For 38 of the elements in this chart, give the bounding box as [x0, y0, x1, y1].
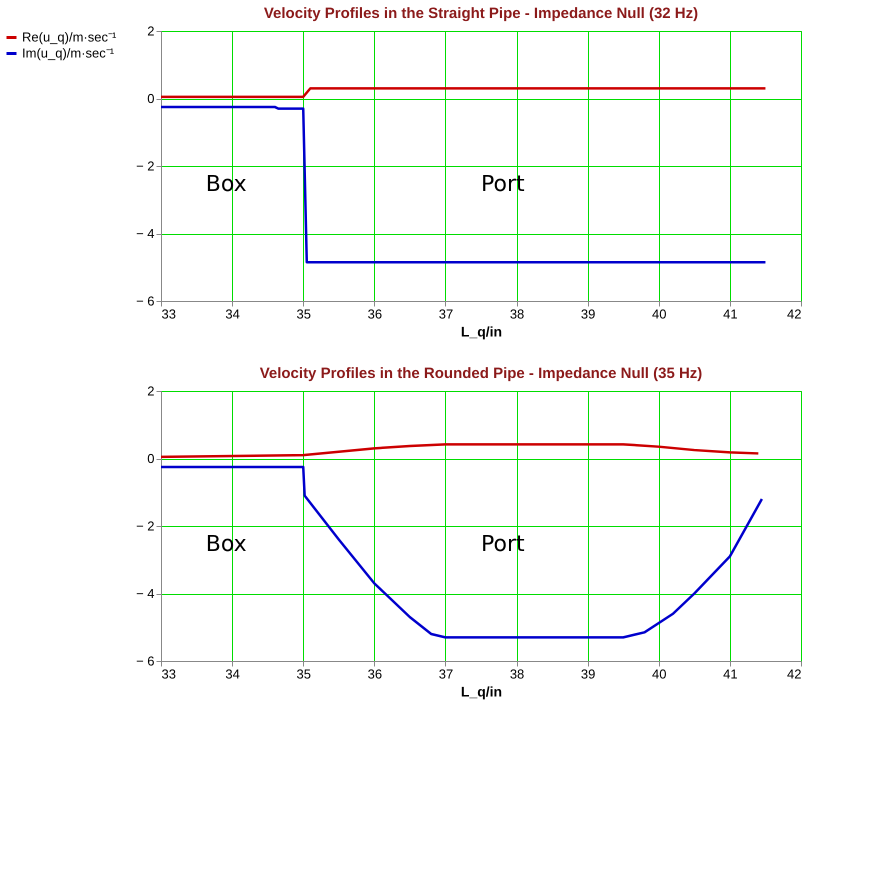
y-tick-label: 0 — [147, 451, 154, 466]
x-tick-label: 36 — [368, 306, 382, 322]
y-tick-label: − 6 — [136, 654, 154, 668]
x-tick-label: 38 — [510, 666, 524, 682]
x-tick-label: 41 — [723, 306, 738, 322]
y-tick-label: − 2 — [136, 158, 154, 174]
y-tick-label: 0 — [147, 91, 154, 106]
y-tick-label: − 4 — [136, 226, 154, 241]
y-tick-label: 2 — [147, 384, 154, 398]
x-tick-label: 40 — [652, 666, 667, 682]
x-tick-label: 34 — [225, 306, 240, 322]
x-tick-label: 36 — [368, 666, 382, 682]
x-tick-label: 35 — [296, 666, 311, 682]
x-tick-label: 41 — [723, 666, 738, 682]
x-tick-label: 33 — [162, 666, 176, 682]
legend-label: Im(u_q)/m·sec⁻¹ — [22, 46, 115, 60]
x-tick-label: 37 — [438, 666, 454, 682]
x-tick-label: 37 — [438, 306, 454, 322]
y-tick-label: − 2 — [136, 518, 154, 534]
x-tick-label: 39 — [580, 306, 596, 322]
y-tick-label: − 6 — [136, 294, 154, 308]
x-tick-label: 34 — [225, 666, 240, 682]
x-tick-label: 38 — [510, 306, 524, 322]
x-tick-label: 42 — [787, 306, 802, 322]
x-tick-label: 35 — [296, 306, 311, 322]
x-axis-title: L_q/in — [460, 324, 502, 340]
legend-label: Re(u_q)/m·sec⁻¹ — [22, 30, 117, 44]
chart-title: Velocity Profiles in the Straight Pipe - Impedance Null (32 Hz) — [264, 5, 698, 22]
x-tick-label: 42 — [787, 666, 802, 682]
y-tick-label: 2 — [147, 24, 154, 38]
x-tick-label: 40 — [652, 306, 667, 322]
line-series — [161, 466, 764, 639]
y-tick-label: − 4 — [136, 586, 154, 601]
chart-title: Velocity Profiles in the Rounded Pipe - Impedance Null (35 Hz) — [260, 365, 702, 382]
line-series — [161, 443, 760, 458]
x-tick-label: 33 — [162, 306, 176, 322]
x-tick-label: 39 — [580, 666, 596, 682]
x-axis-title: L_q/in — [460, 684, 502, 700]
